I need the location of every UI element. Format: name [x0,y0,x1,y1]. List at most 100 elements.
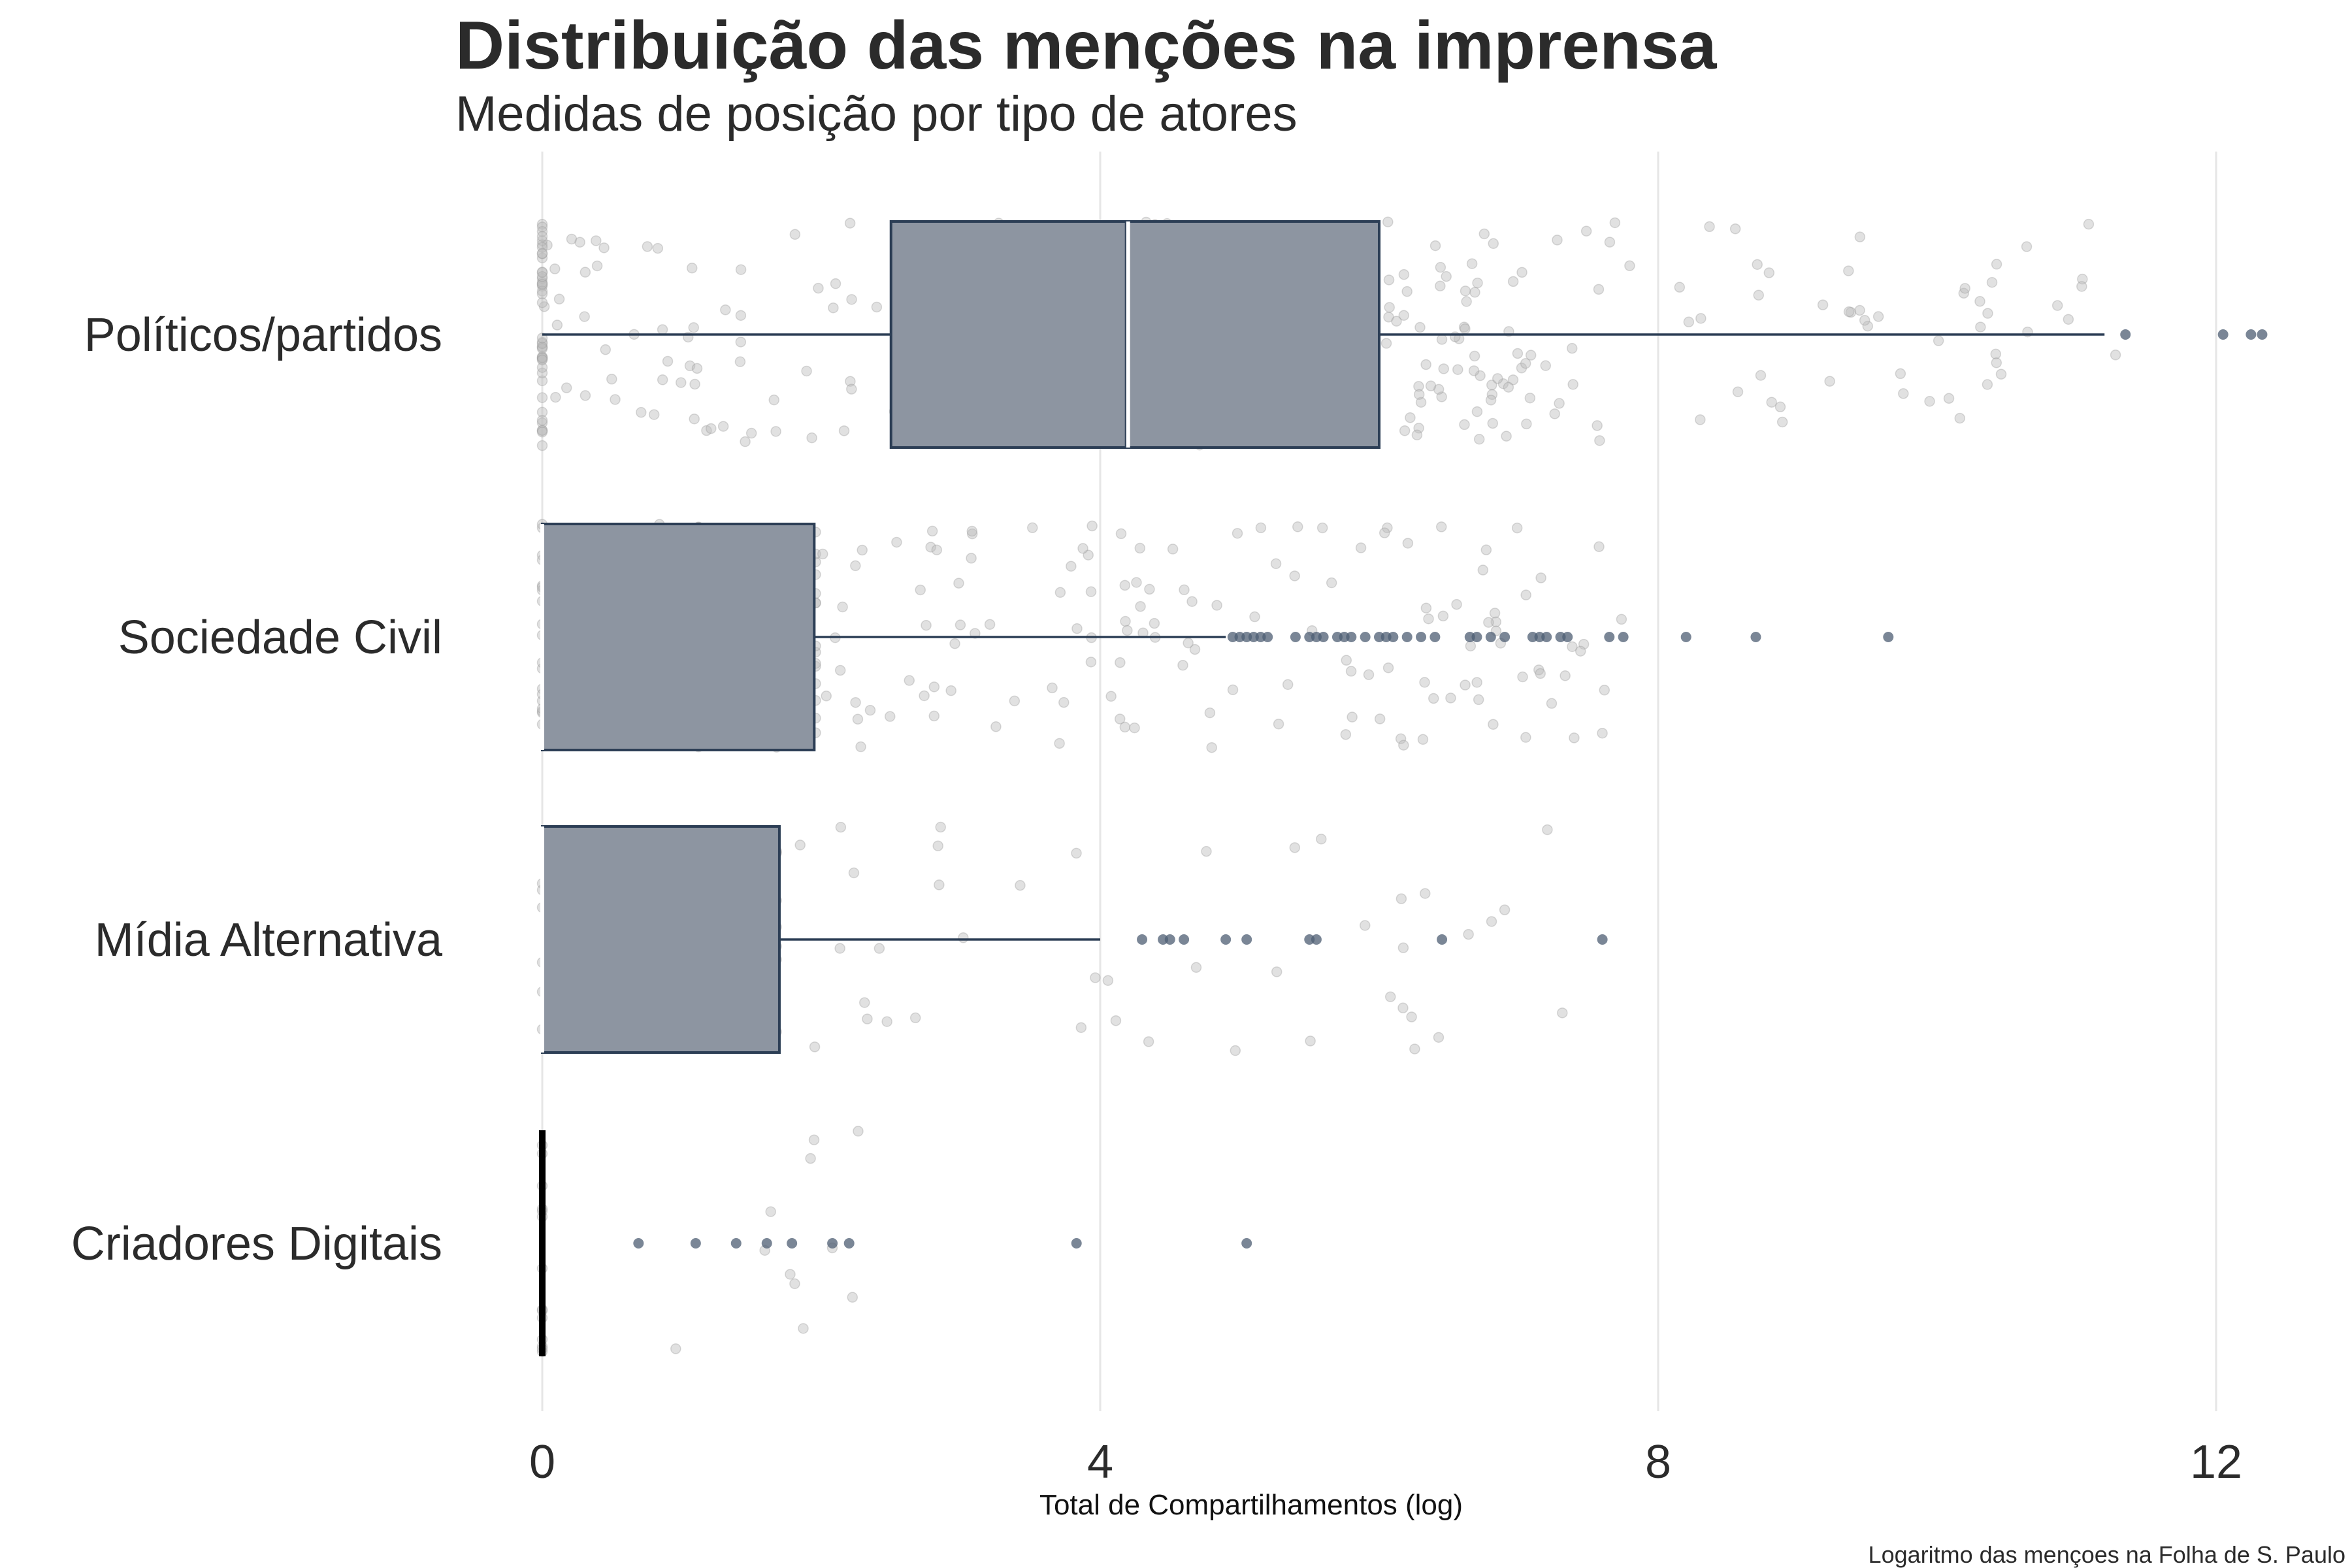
jitter-point [1776,416,1788,428]
jitter-point [1958,287,1970,299]
jitter-point [536,353,548,365]
outlier-point [1241,1238,1252,1249]
jitter-point [561,382,572,393]
jitter-point [1995,368,2007,380]
jitter-point [1460,323,1471,335]
outlier-point [761,1238,772,1249]
jitter-point [925,542,936,553]
jitter-point [1465,640,1477,652]
jitter-point [1592,420,1603,431]
jitter-point [1824,376,1835,387]
jitter-point [838,425,850,436]
outlier-point [2246,329,2257,340]
jitter-point [642,241,653,252]
jitter-point [857,544,868,556]
jitter-point [935,821,946,833]
jitter-point [1383,274,1395,286]
jitter-point [1054,738,1065,749]
jitter-point [2076,281,2087,292]
category-label: Políticos/partidos [84,309,442,361]
jitter-point [536,280,548,292]
outlier-point [787,1238,798,1249]
jitter-point [1131,577,1142,588]
jitter-point [536,277,548,288]
jitter-point [990,721,1002,732]
jitter-point [1991,357,2002,368]
jitter-point [536,242,548,253]
jitter-point [1435,521,1447,532]
jitter-point [928,710,940,722]
category-label: Criadores Digitais [71,1218,442,1270]
jitter-point [610,394,621,405]
jitter-point [1134,542,1146,554]
outlier-point [1137,934,1148,945]
outlier-point [843,1238,855,1249]
jitter-point [536,218,548,230]
jitter-point [1409,1043,1420,1054]
jitter-point [1525,350,1537,361]
jitter-point [670,1343,681,1354]
jitter-point [536,286,548,297]
jitter-point [1845,306,1857,318]
jitter-point [850,696,861,708]
x-tick-label: 8 [1645,1436,1671,1488]
x-tick-label: 12 [2190,1436,2242,1488]
jitter-point [1425,380,1437,391]
jitter-point [536,354,548,366]
outlier-point [730,1238,742,1249]
jitter-point [717,421,729,432]
jitter-point [891,536,902,548]
jitter-point [837,601,848,613]
jitter-point [1114,713,1126,725]
jitter-point [1511,522,1523,534]
jitter-point [1292,521,1303,532]
jitter-point [1135,601,1146,612]
jitter-point [1683,316,1695,328]
jitter-point [1211,600,1222,611]
jitter-point [536,392,548,403]
jitter-point [1695,414,1706,425]
jitter-point [1413,422,1424,434]
jitter-point [536,425,548,436]
jitter-point [1411,429,1423,441]
jitter-point [1380,338,1392,349]
jitter-point [1384,991,1396,1002]
outlier-point [1750,632,1761,642]
outlier-point [2217,329,2229,340]
jitter-point [536,367,548,379]
jitter-point [1469,350,1480,362]
jitter-point [1429,240,1441,252]
jitter-point [1115,657,1126,668]
jitter-point [1594,435,1605,446]
jitter-point [1401,286,1413,297]
jitter-point [1230,1045,1241,1056]
jitter-point [1282,679,1294,691]
jitter-point [844,218,856,229]
outlier-point [1883,632,1894,642]
jitter-point [1398,740,1409,751]
jitter-point [1435,261,1446,273]
jitter-point [821,691,832,702]
jitter-point [536,278,548,290]
jitter-point [1110,1015,1122,1026]
jitter-point [1466,258,1478,269]
jitter-point [735,310,747,321]
outlier-point [1346,632,1357,642]
jitter-point [591,260,603,272]
jitter-point [1122,625,1133,636]
jitter-point [1445,693,1456,704]
jitter-point [765,1206,776,1217]
category-labels: Políticos/partidos Sociedade Civil Mídia A… [71,309,443,1270]
jitter-point [536,252,548,264]
jitter-point [794,840,806,851]
jitter-point [536,352,548,363]
jitter-point [648,409,660,420]
jitter-point [1402,538,1414,549]
jitter-point [538,301,550,312]
jitter-point [1991,259,2002,270]
jitter-point [1554,398,1565,409]
jitter-point [1557,1007,1568,1019]
jitter-point [1414,321,1426,333]
jitter-point [1289,842,1301,853]
